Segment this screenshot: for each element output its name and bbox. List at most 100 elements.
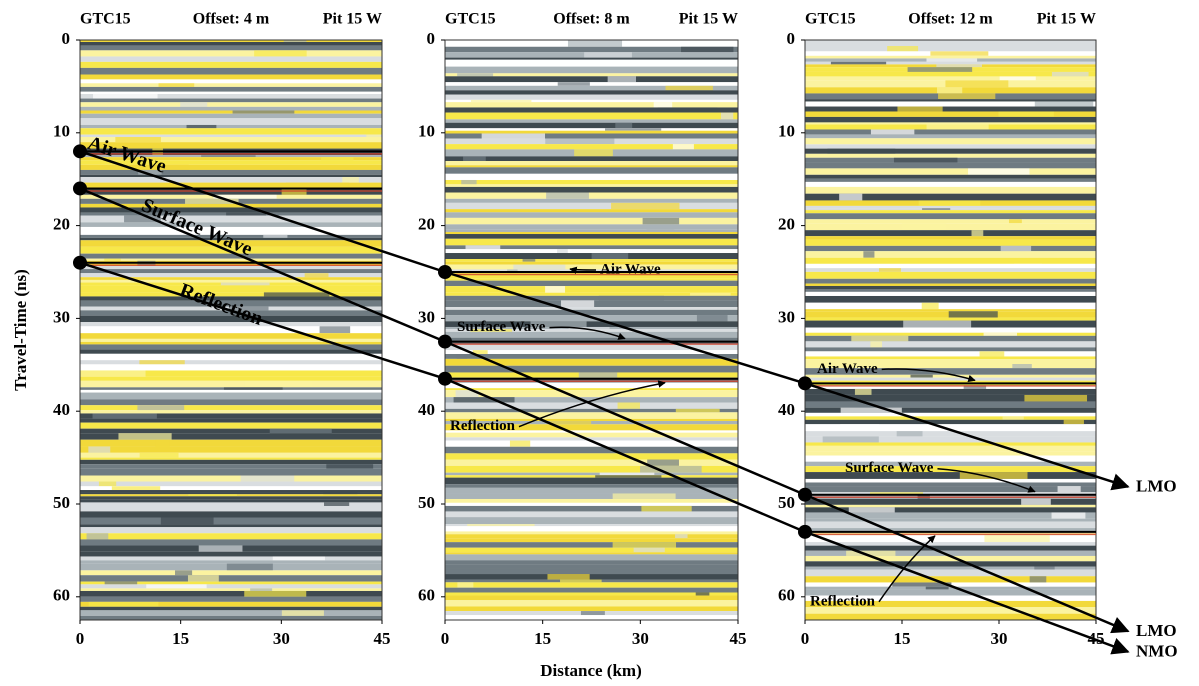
- radar-band: [445, 432, 738, 438]
- radar-band: [445, 592, 738, 596]
- radar-speckle: [319, 326, 351, 334]
- panel-frame: [79, 39, 383, 621]
- radar-band: [80, 269, 382, 274]
- radar-speckle: [158, 83, 195, 87]
- y-tick-label: 20: [53, 215, 70, 234]
- radar-speckle: [854, 388, 872, 395]
- radar-speckle: [1029, 576, 1047, 583]
- radar-band: [445, 459, 738, 466]
- radar-band: [80, 392, 382, 400]
- radar-band: [445, 582, 738, 588]
- radar-band: [805, 424, 1096, 432]
- radar-band: [445, 156, 738, 162]
- radar-speckle: [146, 584, 207, 589]
- radar-band: [445, 264, 738, 270]
- radar-speckle: [1034, 566, 1055, 570]
- radar-band: [80, 61, 382, 68]
- radar-band: [80, 98, 382, 103]
- radar-speckle: [263, 234, 288, 238]
- y-tick-label: 50: [778, 493, 795, 512]
- radar-band: [805, 600, 1096, 608]
- y-tick-label: 10: [418, 122, 435, 141]
- radar-band: [445, 382, 738, 389]
- radar-speckle: [665, 85, 713, 91]
- radar-band: [805, 168, 1096, 175]
- radar-band: [445, 552, 738, 555]
- radar-band: [445, 453, 738, 460]
- radar-band: [805, 46, 1096, 52]
- radar-band: [445, 534, 738, 539]
- radar-band: [445, 307, 738, 310]
- event-label: Air Wave: [817, 361, 878, 377]
- radar-band: [80, 410, 382, 414]
- radar-band: [80, 596, 382, 602]
- radar-speckle: [830, 61, 887, 65]
- radar-band: [80, 310, 382, 316]
- radar-speckle: [220, 282, 270, 286]
- radar-speckle: [326, 464, 374, 469]
- radar-speckle: [324, 502, 350, 507]
- radar-band: [805, 134, 1096, 139]
- radar-band: [80, 94, 382, 99]
- radar-band: [445, 130, 738, 134]
- radar-band: [80, 524, 382, 528]
- radar-band: [805, 257, 1096, 264]
- radar-speckle: [124, 164, 189, 170]
- radar-speckle: [111, 486, 161, 491]
- radar-band: [805, 186, 1096, 194]
- radar-band: [805, 230, 1096, 237]
- radar-band: [805, 181, 1096, 187]
- radar-band: [445, 505, 738, 512]
- radar-band: [445, 475, 738, 478]
- y-tick-label: 40: [418, 400, 435, 419]
- moveout-label: NMO: [1136, 642, 1178, 661]
- radar-speckle: [137, 405, 185, 411]
- radar-band: [80, 215, 382, 223]
- radar-band: [445, 487, 738, 494]
- x-tick-label: 0: [441, 629, 450, 648]
- y-tick-label: 20: [778, 215, 795, 234]
- radar-band: [80, 551, 382, 557]
- radar-band: [805, 251, 1096, 258]
- event-pick: [73, 255, 87, 270]
- radar-speckle: [104, 258, 121, 261]
- radar-speckle: [557, 249, 568, 254]
- radar-band: [80, 79, 382, 84]
- radar-speckle: [508, 511, 520, 518]
- radar-band: [805, 407, 1096, 413]
- moveout-extension: [804, 530, 1130, 655]
- radar-band: [445, 122, 738, 129]
- radar-band: [445, 437, 738, 441]
- radar-band: [805, 351, 1096, 357]
- radar-band: [445, 102, 738, 108]
- radar-band: [805, 263, 1096, 269]
- radar-band: [805, 223, 1096, 231]
- radar-band: [805, 388, 1096, 395]
- radar-speckle: [578, 372, 618, 378]
- radar-band: [805, 368, 1096, 375]
- radar-band: [80, 422, 382, 429]
- radar-speckle: [93, 94, 158, 99]
- radar-speckle: [470, 329, 513, 332]
- y-tick-label: 40: [53, 400, 70, 419]
- radar-band: [805, 364, 1096, 369]
- radar-band: [80, 560, 382, 564]
- radar-band: [805, 208, 1096, 211]
- radar-band: [445, 234, 738, 239]
- moveout-extension: [804, 382, 1130, 491]
- radar-band: [805, 445, 1096, 452]
- event-label: Reflection: [810, 593, 876, 609]
- radar-band: [805, 76, 1096, 81]
- radar-speckle: [232, 110, 295, 114]
- radar-speckle: [595, 475, 662, 478]
- radar-band: [445, 574, 738, 580]
- radar-band: [445, 358, 738, 366]
- y-tick-label: 50: [418, 493, 435, 512]
- radar-band: [445, 231, 738, 235]
- radar-speckle: [240, 475, 295, 482]
- radar-band: [80, 615, 382, 620]
- panel-header: Offset: 4 m: [193, 11, 270, 28]
- radar-speckle: [263, 292, 330, 297]
- y-tick-label: 0: [427, 29, 436, 48]
- panel-header: Pit 15 W: [679, 11, 738, 28]
